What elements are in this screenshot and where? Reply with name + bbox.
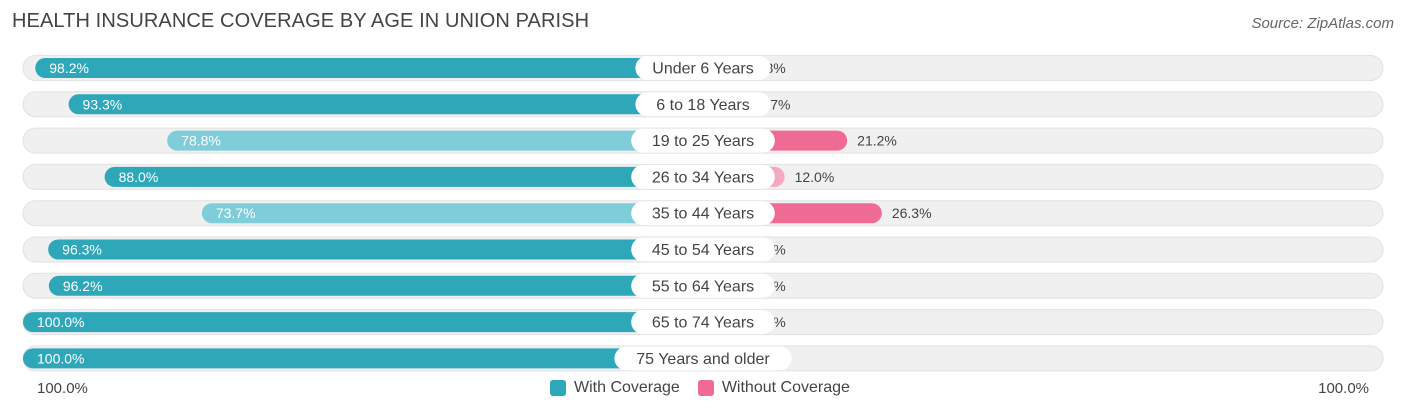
category-pill	[631, 237, 775, 262]
without-coverage-value: 26.3%	[892, 205, 932, 221]
category-pill	[631, 164, 775, 189]
category-label: 26 to 34 Years	[652, 169, 754, 186]
category-label: 35 to 44 Years	[652, 206, 754, 223]
category-label: 65 to 74 Years	[652, 315, 754, 332]
without-coverage-value: 12.0%	[795, 169, 835, 185]
legend-without-label: Without Coverage	[721, 379, 850, 396]
legend-without-swatch	[697, 380, 714, 396]
legend-with-coverage: With Coverage	[550, 379, 680, 397]
with-coverage-bar	[23, 348, 703, 369]
source-label: Source: ZipAtlas.com	[1251, 15, 1394, 32]
category-pill	[631, 201, 775, 226]
with-coverage-value: 98.2%	[49, 60, 89, 76]
with-coverage-bar	[35, 58, 704, 78]
category-label: Under 6 Years	[652, 61, 753, 78]
with-coverage-bar	[68, 94, 703, 115]
category-pill	[631, 310, 775, 335]
with-coverage-bar	[48, 239, 704, 260]
category-label: 6 to 18 Years	[656, 97, 749, 114]
with-coverage-bar	[48, 275, 703, 296]
with-coverage-value: 78.8%	[181, 133, 221, 149]
axis-right-label: 100.0%	[1318, 380, 1369, 397]
category-pill	[631, 273, 775, 298]
with-coverage-value: 100.0%	[37, 350, 84, 366]
legend-without-coverage: Without Coverage	[697, 379, 850, 397]
with-coverage-bar	[201, 203, 703, 224]
category-pill	[614, 346, 792, 371]
without-coverage-value: 21.2%	[857, 133, 897, 149]
with-coverage-value: 73.7%	[216, 205, 256, 221]
legend-with-label: With Coverage	[574, 379, 680, 396]
with-coverage-value: 93.3%	[83, 96, 123, 112]
with-coverage-value: 88.0%	[119, 169, 159, 185]
category-label: 19 to 25 Years	[652, 133, 754, 150]
category-label: 75 Years and older	[636, 351, 770, 368]
category-pill	[635, 56, 771, 80]
category-pill	[635, 92, 771, 117]
with-coverage-value: 96.3%	[62, 242, 102, 258]
chart-title: HEALTH INSURANCE COVERAGE BY AGE IN UNIO…	[12, 10, 590, 32]
with-coverage-bar	[23, 312, 703, 333]
category-pill	[631, 128, 775, 153]
with-coverage-bar	[167, 130, 703, 151]
legend-with-swatch	[550, 380, 566, 396]
with-coverage-value: 96.2%	[63, 278, 103, 294]
category-label: 45 to 54 Years	[652, 242, 754, 259]
with-coverage-value: 100.0%	[37, 314, 84, 330]
legend: With Coverage Without Coverage	[550, 379, 868, 397]
with-coverage-bar	[104, 166, 704, 187]
axis-left-label: 100.0%	[37, 380, 88, 397]
category-label: 55 to 64 Years	[652, 278, 754, 295]
